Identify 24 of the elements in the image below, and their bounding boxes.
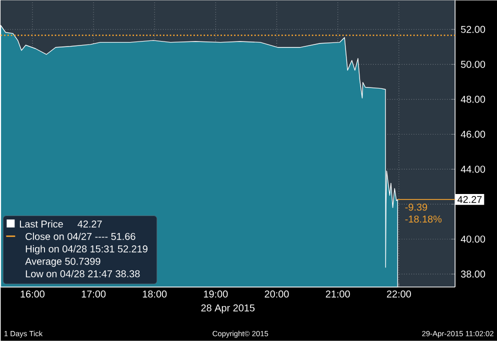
x-axis-title: 28 Apr 2015 [201, 304, 255, 314]
annotation: -18.18% [405, 216, 442, 223]
annotation: 42.27 [457, 196, 482, 203]
y-tick-label: 52.00 [460, 26, 486, 33]
annotation: -9.39 [405, 204, 428, 211]
x-tick-label: 17:00 [82, 290, 106, 298]
x-tick-label: 16:00 [20, 290, 45, 298]
annotation: 42.27 [78, 220, 102, 228]
annotation: High on 04/28 15:31 52.219 [26, 245, 148, 254]
annotation: Close on 04/27 ---- 51.66 [26, 232, 136, 240]
y-tick-label: 48.00 [460, 96, 486, 103]
legend-label: Last Price [20, 220, 63, 228]
x-tick-label: 20:00 [264, 290, 289, 298]
y-tick-label: 46.00 [460, 130, 486, 138]
x-tick-label: 21:00 [326, 290, 350, 298]
annotation: Low on 04/28 21:47 38.38 [26, 270, 140, 278]
x-tick-label: 22:00 [386, 290, 411, 298]
y-tick-label: 40.00 [460, 236, 486, 243]
x-tick-label: 19:00 [204, 290, 228, 298]
y-tick-label: 38.00 [460, 270, 486, 278]
annotation: Average 50.7399 [25, 258, 100, 267]
y-tick-label: 44.00 [460, 166, 486, 173]
x-tick-label: 18:00 [142, 290, 167, 298]
y-tick-label: 50.00 [460, 60, 486, 68]
